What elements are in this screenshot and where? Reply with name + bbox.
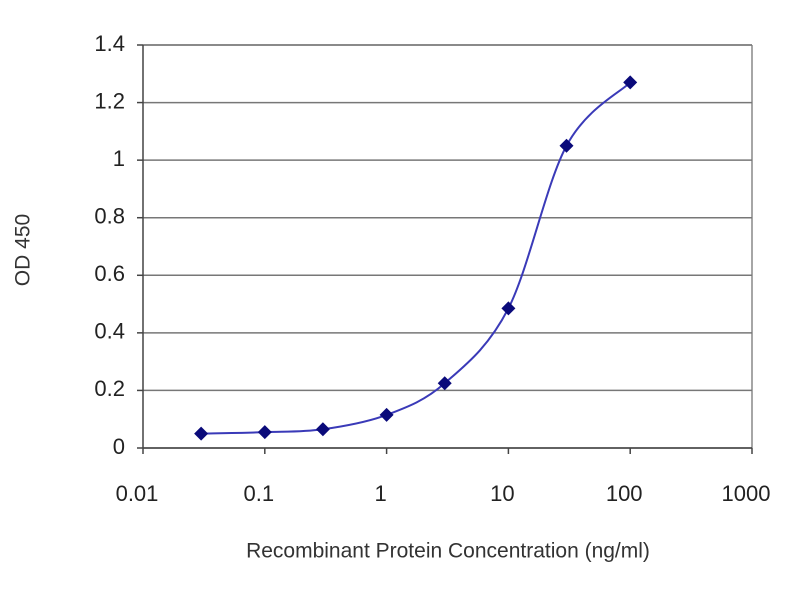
y-tick-label: 1 bbox=[113, 146, 125, 171]
y-tick-label: 0 bbox=[113, 434, 125, 459]
x-tick-label: 1000 bbox=[722, 481, 771, 506]
y-axis-title: OD 450 bbox=[12, 214, 35, 286]
data-point bbox=[194, 426, 209, 441]
data-point bbox=[379, 407, 394, 422]
y-tick-label: 0.2 bbox=[94, 376, 125, 401]
data-point bbox=[257, 425, 272, 440]
data-point bbox=[623, 75, 638, 90]
data-point bbox=[501, 301, 516, 316]
x-tick-label: 100 bbox=[606, 481, 643, 506]
y-tick-label: 1.2 bbox=[94, 88, 125, 113]
y-tick-label: 1.4 bbox=[94, 31, 125, 56]
x-axis-title: Recombinant Protein Concentration (ng/ml… bbox=[246, 540, 650, 563]
x-tick-label: 10 bbox=[490, 481, 514, 506]
y-tick-label: 0.8 bbox=[94, 204, 125, 229]
x-tick-label: 0.01 bbox=[116, 481, 159, 506]
data-point bbox=[315, 422, 330, 437]
x-tick-label: 0.1 bbox=[244, 481, 275, 506]
series-line bbox=[201, 81, 631, 435]
data-point bbox=[437, 376, 452, 391]
y-tick-label: 0.6 bbox=[94, 261, 125, 286]
y-tick-label: 0.4 bbox=[94, 319, 125, 344]
x-tick-label: 1 bbox=[374, 481, 386, 506]
data-point bbox=[559, 138, 574, 153]
